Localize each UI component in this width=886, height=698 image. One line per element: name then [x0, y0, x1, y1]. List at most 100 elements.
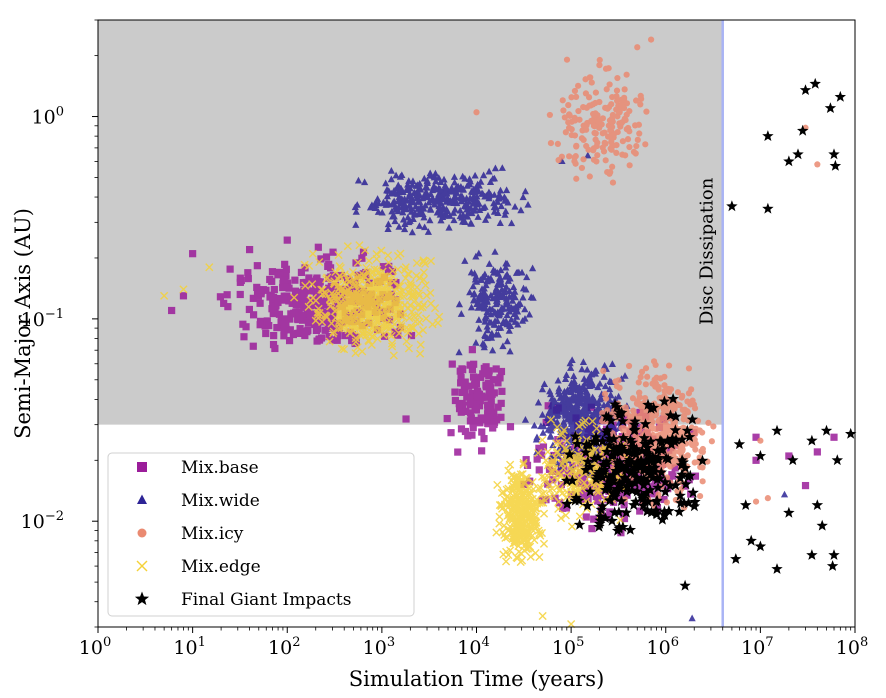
- data-point: [395, 308, 404, 317]
- data-point: [592, 486, 601, 496]
- data-point: [485, 188, 493, 196]
- data-point: [636, 130, 643, 137]
- data-point: [578, 164, 586, 172]
- data-point: [424, 193, 432, 201]
- data-point: [402, 415, 410, 423]
- data-point: [464, 212, 472, 220]
- data-point: [304, 302, 313, 311]
- data-point: [279, 280, 287, 288]
- data-point: [343, 242, 352, 251]
- data-point: [519, 293, 527, 301]
- data-point: [179, 285, 188, 294]
- data-point: [486, 276, 494, 283]
- data-point: [589, 101, 596, 108]
- data-point: [331, 296, 340, 305]
- data-point: [499, 342, 507, 350]
- data-point: [457, 373, 465, 381]
- data-point: [242, 323, 250, 331]
- data-point: [315, 336, 324, 344]
- data-point: [502, 283, 510, 290]
- data-point: [573, 518, 586, 530]
- data-point: [643, 482, 651, 490]
- data-point: [312, 300, 320, 309]
- data-point: [519, 193, 527, 201]
- data-point: [499, 290, 507, 298]
- data-point: [384, 279, 393, 288]
- data-point: [273, 323, 281, 332]
- data-point: [334, 250, 343, 260]
- data-point: [587, 396, 595, 404]
- data-point: [623, 100, 631, 107]
- data-point: [329, 336, 337, 344]
- data-point: [583, 142, 590, 150]
- data-point: [388, 212, 397, 220]
- data-point: [473, 393, 481, 401]
- data-point: [688, 500, 701, 512]
- data-point: [300, 291, 308, 299]
- data-point: [455, 400, 463, 408]
- data-point: [514, 528, 523, 538]
- data-point: [302, 278, 310, 287]
- data-point: [355, 241, 364, 250]
- data-point: [649, 431, 657, 439]
- data-point: [553, 447, 562, 456]
- data-point: [594, 383, 602, 391]
- data-point: [613, 87, 621, 94]
- data-point: [497, 399, 505, 407]
- data-point: [588, 117, 595, 124]
- data-point: [667, 393, 679, 404]
- data-point: [699, 478, 706, 485]
- data-points-layer: [160, 36, 857, 629]
- data-point: [312, 326, 320, 334]
- data-point: [609, 398, 621, 410]
- data-point: [573, 175, 580, 182]
- data-point: [602, 157, 609, 164]
- data-point: [395, 222, 403, 230]
- data-point: [281, 276, 289, 284]
- data-point: [468, 346, 476, 354]
- data-point: [592, 493, 600, 501]
- data-point: [268, 305, 276, 313]
- data-point: [629, 395, 637, 402]
- data-point: [371, 306, 380, 315]
- data-point: [614, 477, 626, 489]
- data-point: [730, 553, 742, 564]
- data-point: [806, 434, 818, 446]
- data-point: [498, 285, 506, 293]
- data-point: [521, 540, 530, 550]
- data-point: [539, 443, 548, 451]
- data-point: [580, 438, 593, 450]
- data-point: [281, 320, 289, 328]
- data-point: [534, 448, 543, 458]
- data-point: [411, 208, 419, 216]
- data-point: [606, 377, 614, 385]
- data-point: [599, 130, 606, 137]
- data-point: [390, 296, 399, 305]
- data-point: [466, 398, 474, 406]
- data-point: [510, 522, 519, 532]
- data-point: [546, 111, 553, 119]
- data-point: [576, 116, 583, 123]
- data-point: [448, 360, 456, 368]
- data-point: [447, 429, 455, 437]
- data-point: [629, 415, 641, 427]
- data-point: [426, 169, 434, 177]
- data-point: [372, 249, 381, 259]
- data-point: [484, 406, 492, 414]
- data-point: [579, 395, 588, 402]
- data-point: [638, 479, 650, 490]
- data-point: [306, 310, 314, 318]
- data-point: [335, 262, 344, 271]
- data-point: [412, 283, 422, 292]
- data-point: [575, 512, 584, 521]
- data-point: [496, 274, 505, 282]
- data-point: [691, 472, 700, 480]
- data-point: [581, 416, 590, 425]
- data-point: [605, 414, 617, 426]
- data-point: [308, 249, 317, 258]
- data-point: [451, 205, 459, 213]
- data-point: [294, 294, 302, 302]
- data-point: [607, 169, 614, 176]
- data-point: [466, 409, 475, 417]
- data-point: [621, 86, 628, 93]
